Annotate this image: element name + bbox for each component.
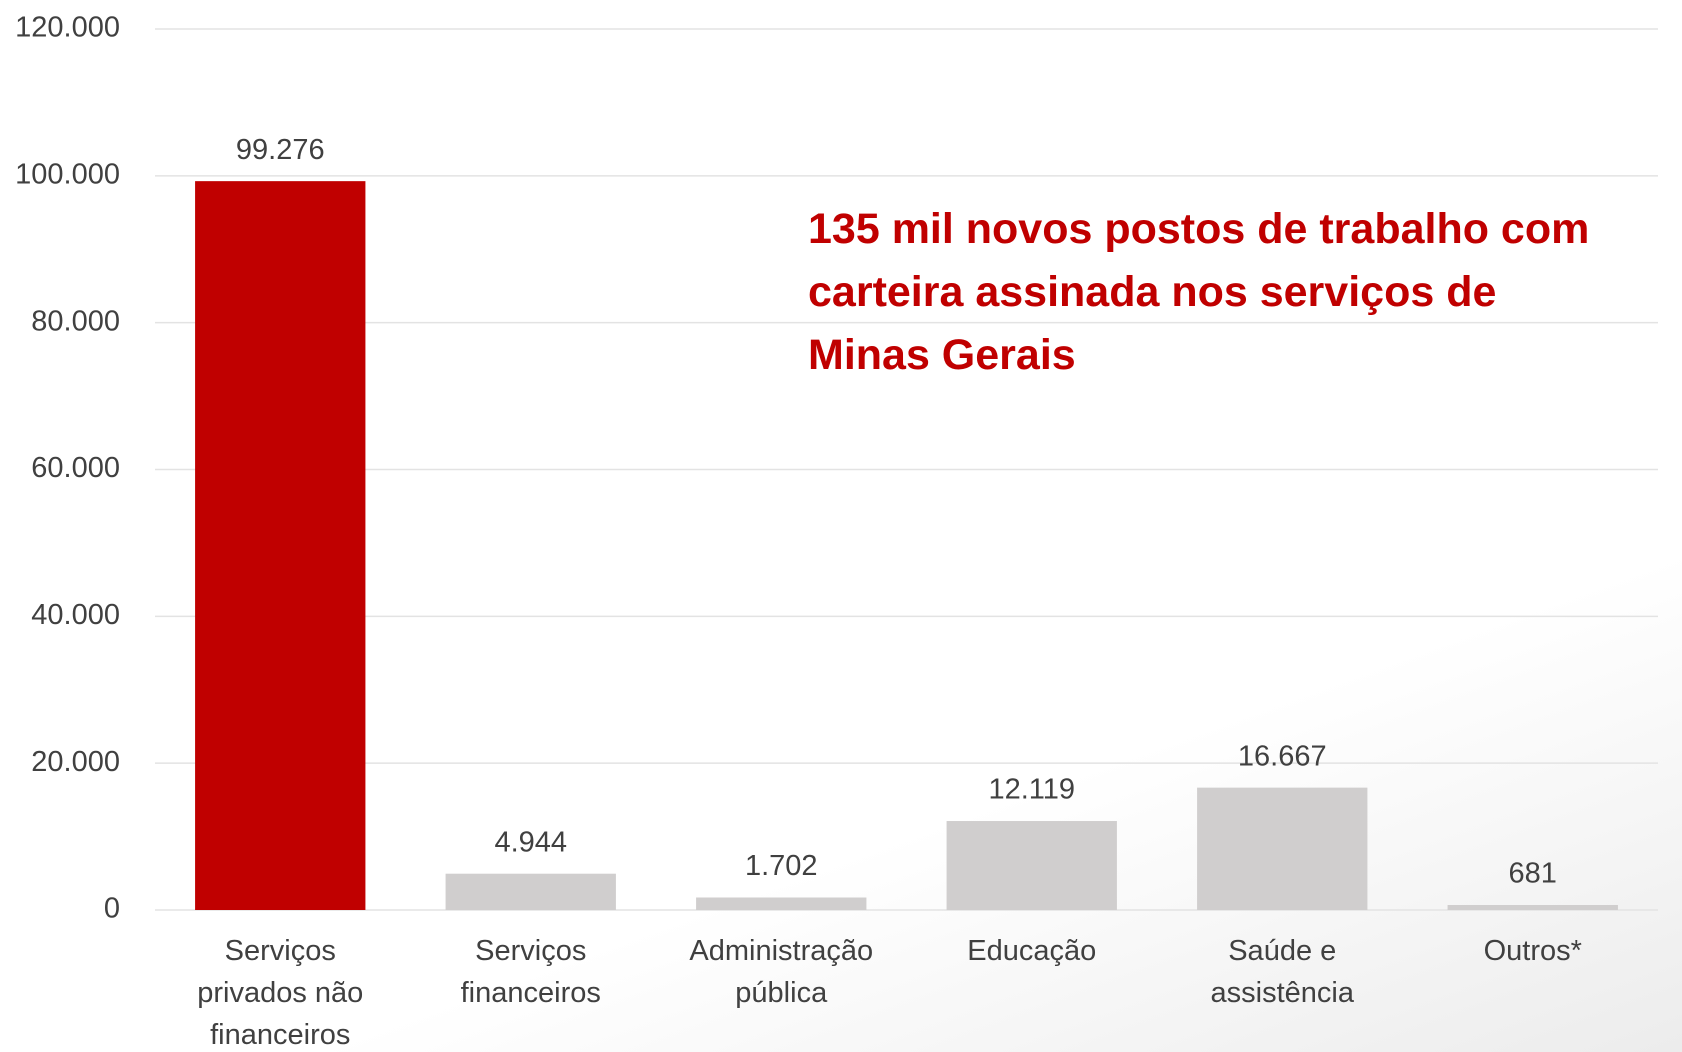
x-tick-label: Outros*: [1483, 935, 1582, 967]
y-tick-label: 100.000: [15, 158, 120, 190]
value-label: 681: [1509, 858, 1557, 890]
x-tick-label: Educação: [967, 935, 1097, 967]
y-tick-label: 0: [104, 893, 120, 925]
bar: [1197, 787, 1368, 910]
value-label: 12.119: [988, 774, 1075, 806]
x-tick-label: Serviços privados não financeiros: [197, 935, 364, 1051]
value-label: 99.276: [236, 134, 325, 166]
y-tick-label: 80.000: [31, 305, 120, 337]
x-tick-label: Administração pública: [689, 935, 874, 1009]
y-tick-label: 20.000: [31, 746, 120, 778]
value-label: 16.667: [1238, 740, 1327, 772]
bar: [445, 873, 616, 910]
x-tick-label: Serviços financeiros: [460, 935, 601, 1009]
value-label: 1.702: [745, 850, 818, 882]
y-tick-label: 120.000: [15, 12, 120, 44]
bar: [1447, 905, 1618, 910]
y-tick-label: 40.000: [31, 599, 120, 631]
bar: [195, 181, 366, 911]
value-label: 4.944: [494, 826, 567, 858]
bar: [696, 897, 867, 910]
annotation: 135 mil novos postos de trabalho com car…: [808, 205, 1590, 379]
y-tick-label: 60.000: [31, 452, 120, 484]
x-tick-label: Saúde e assistência: [1210, 935, 1354, 1009]
bar: [946, 821, 1117, 910]
